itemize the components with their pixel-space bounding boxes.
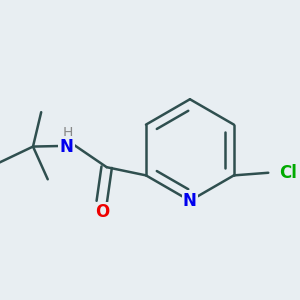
Text: Cl: Cl	[279, 164, 297, 182]
Text: N: N	[183, 192, 197, 210]
Text: H: H	[63, 126, 73, 140]
Text: N: N	[60, 138, 74, 156]
Text: O: O	[94, 203, 109, 221]
